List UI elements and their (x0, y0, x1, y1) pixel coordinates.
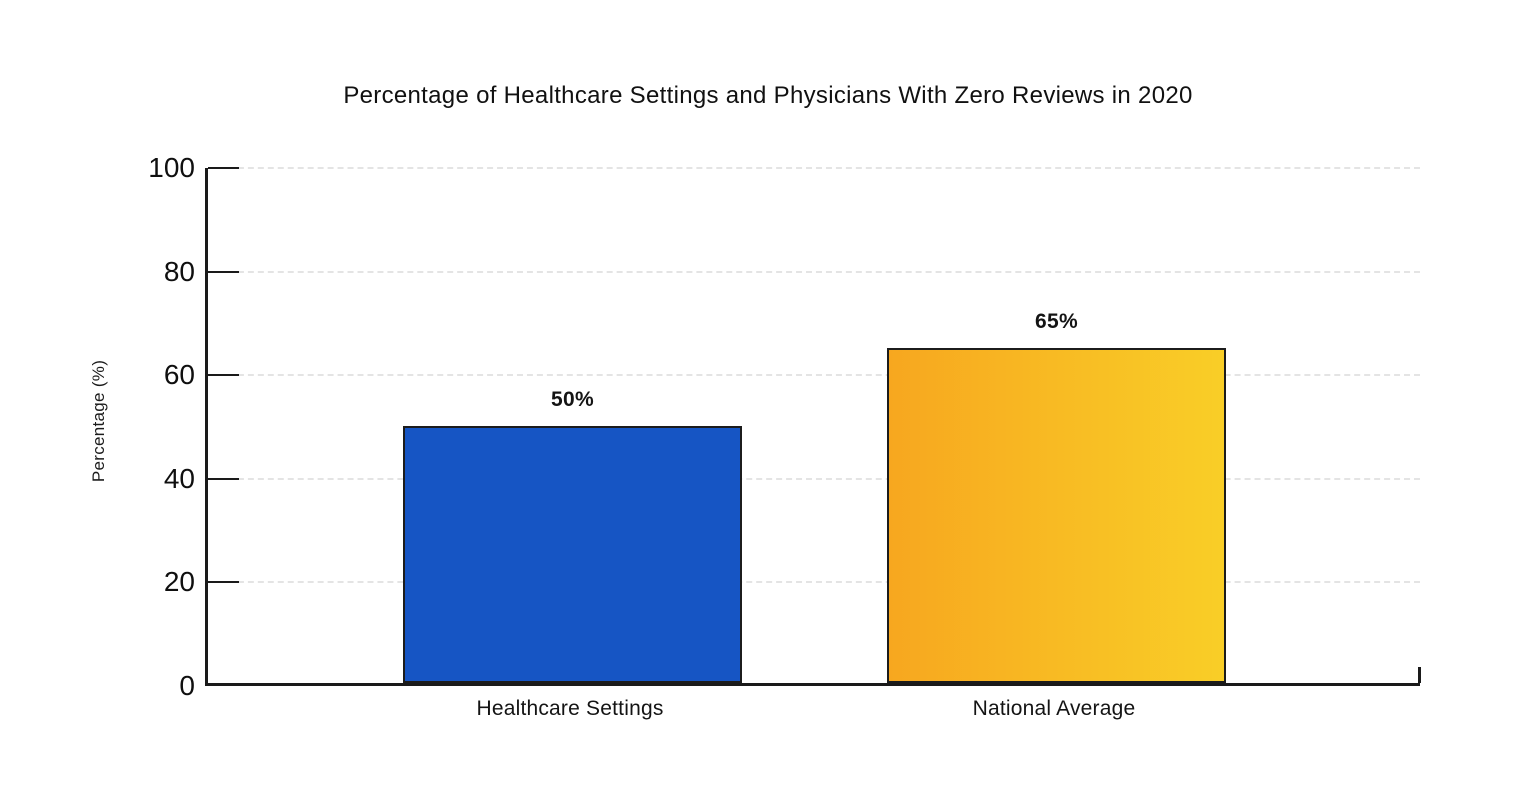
bar-healthcare-settings: 50% (403, 388, 742, 683)
x-category-label-national-average: National Average (972, 697, 1136, 720)
y-tick-label-60: 60 (163, 359, 195, 390)
plot-area: 50% 65% (205, 167, 1421, 686)
gridline-100 (208, 167, 1420, 169)
y-tick-label-100: 100 (148, 152, 195, 183)
bar-value-label: 65% (1035, 310, 1078, 334)
bar-value-label: 50% (551, 387, 594, 411)
y-tick-mark-60 (208, 374, 239, 376)
x-axis-end-tick (1418, 667, 1421, 683)
bar-national-average: 65% (887, 310, 1226, 683)
y-tick-label-0: 0 (179, 670, 195, 701)
y-tick-label-40: 40 (163, 463, 195, 494)
gridline-60 (208, 374, 1420, 376)
gridline-80 (208, 271, 1420, 273)
y-axis-title: Percentage (%) (89, 359, 108, 483)
y-tick-mark-40 (208, 478, 239, 480)
y-tick-label-20: 20 (163, 566, 195, 597)
y-tick-mark-80 (208, 271, 239, 273)
chart-title: Percentage of Healthcare Settings and Ph… (343, 82, 1193, 109)
y-tick-mark-20 (208, 581, 239, 583)
gridline-20 (208, 581, 1420, 583)
y-tick-label-80: 80 (163, 256, 195, 287)
gridline-40 (208, 478, 1420, 480)
x-category-label-healthcare-settings: Healthcare Settings (476, 697, 664, 720)
y-tick-mark-100 (208, 167, 239, 169)
